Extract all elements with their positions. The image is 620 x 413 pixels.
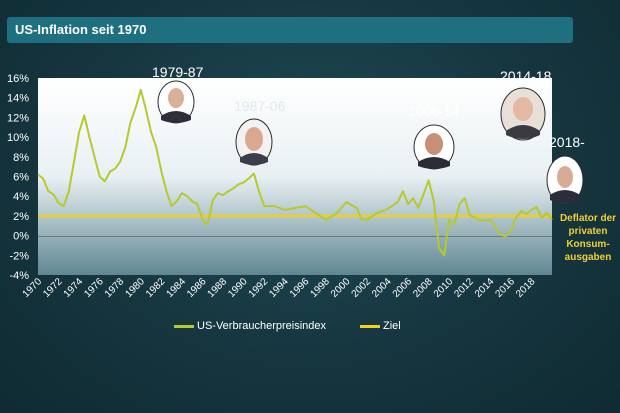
portrait-greenspan: [235, 118, 273, 171]
title-bar: US-Inflation seit 1970: [7, 17, 573, 43]
x-tick-label: 2010: [432, 276, 456, 300]
chart-title: US-Inflation seit 1970: [15, 22, 147, 37]
x-tick-label: 1994: [267, 276, 291, 300]
y-tick-label: 14%: [7, 93, 29, 105]
portrait-volcker: [157, 80, 195, 129]
x-tick-label: 1976: [82, 276, 106, 300]
x-tick-label: 1974: [62, 276, 86, 300]
annotation-label-2014-18: 2014-18: [500, 68, 552, 84]
x-tick-label: 2018: [514, 276, 538, 300]
annotation-label-1987-06: 1987-06: [234, 98, 286, 114]
series-line-cpi: [37, 88, 553, 257]
legend-label-target: Ziel: [383, 320, 401, 332]
x-tick-label: 2016: [493, 276, 517, 300]
x-tick-label: 1980: [123, 276, 147, 300]
x-tick-label: 2000: [329, 276, 353, 300]
y-tick-label: 10%: [7, 132, 29, 144]
x-tick-label: 2002: [350, 276, 374, 300]
y-tick-label: 16%: [7, 73, 29, 85]
annotation-label-2006-14: 2006-14: [408, 103, 460, 119]
y-tick-label: 8%: [13, 152, 29, 164]
x-tick-label: 2014: [473, 276, 497, 300]
plot-area: [38, 78, 552, 275]
x-tick-label: 1992: [247, 276, 271, 300]
portrait-icon: [546, 155, 584, 205]
x-tick-label: 2004: [370, 276, 394, 300]
portrait-icon: [235, 118, 273, 166]
annotation-label-1979-87: 1979-87: [152, 64, 204, 80]
annotation-label-2018: 2018-: [549, 134, 585, 150]
y-tick-label: 6%: [13, 172, 29, 184]
legend-target: Ziel: [360, 320, 401, 332]
portrait-powell: [546, 155, 584, 210]
portrait-bernanke: [413, 124, 455, 175]
x-tick-label: 2012: [452, 276, 476, 300]
y-tick-label: 0%: [13, 231, 29, 243]
x-tick-label: 1986: [185, 276, 209, 300]
x-tick-label: 1990: [226, 276, 250, 300]
x-tick-label: 1984: [165, 276, 189, 300]
legend-swatch-target: [360, 324, 380, 328]
portrait-icon: [500, 87, 546, 141]
portrait-yellen: [500, 87, 546, 146]
x-tick-label: 1982: [144, 276, 168, 300]
portrait-icon: [413, 124, 455, 170]
legend-cpi: US-Verbraucherpreisindex: [174, 320, 326, 332]
deflator-note: Deflator der privaten Konsum-ausgaben: [559, 213, 617, 263]
x-tick-label: 1998: [308, 276, 332, 300]
portrait-icon: [157, 80, 195, 124]
y-tick-label: 4%: [13, 191, 29, 203]
legend-label-cpi: US-Verbraucherpreisindex: [197, 320, 327, 332]
x-tick-label: 2008: [411, 276, 435, 300]
x-tick-label: 1972: [41, 276, 65, 300]
y-tick-label: 2%: [13, 211, 29, 223]
y-tick-label: -2%: [9, 250, 29, 262]
x-tick-label: 2006: [391, 276, 415, 300]
x-tick-label: 1988: [206, 276, 230, 300]
x-tick-label: 1996: [288, 276, 312, 300]
y-tick-label: -4%: [9, 270, 29, 282]
y-tick-label: 12%: [7, 112, 29, 124]
x-tick-label: 1978: [103, 276, 127, 300]
legend-swatch-cpi: [174, 324, 194, 328]
